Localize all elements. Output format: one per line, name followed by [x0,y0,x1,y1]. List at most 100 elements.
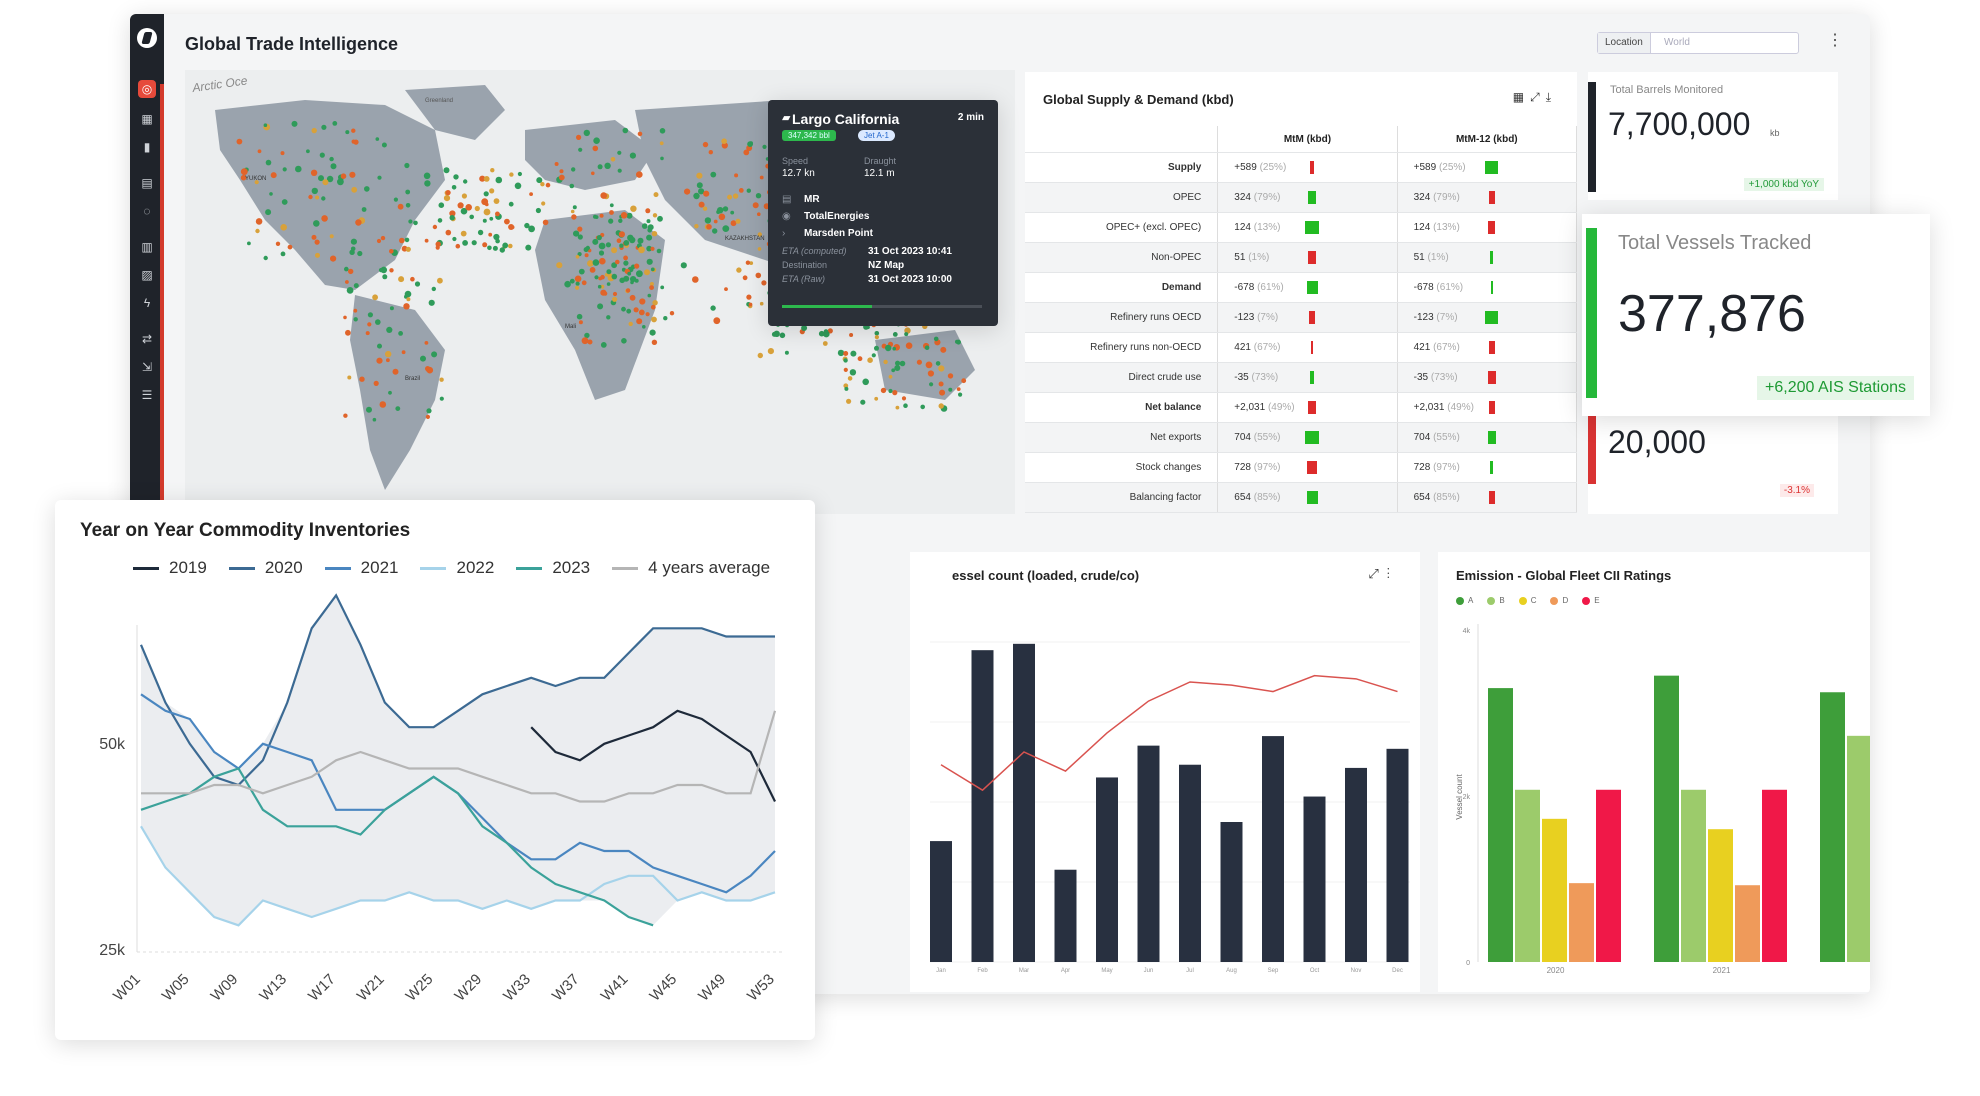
column-mtm[interactable]: MtM (kbd) [1217,126,1398,153]
table-row[interactable]: Net balance +2,031 (49%) +2,031 (49%) [1025,392,1578,423]
mtm12-cell: 324 (79%) [1397,182,1578,213]
download-icon[interactable]: ⤓ [1545,90,1557,104]
table-row[interactable]: Direct crude use -35 (73%) -35 (73%) [1025,362,1578,393]
row-label: Demand [1025,272,1219,303]
location-selector[interactable]: Location World [1597,32,1799,54]
vessel-marker [393,197,398,202]
analytics-icon[interactable]: ▨ [141,268,153,282]
vessel-marker [414,281,421,287]
total-barrels-value: 7,700,000 [1608,106,1751,142]
vessel-marker [345,329,351,336]
x-tick-label: W45 [646,971,680,1005]
yoy-title: Year on Year Commodity Inventories [80,520,411,541]
legend-item-2019[interactable]: 2019 [133,558,207,578]
legend-swatch [516,567,543,571]
table-row[interactable]: Refinery runs non-OECD 421 (67%) 421 (67%) [1025,332,1578,363]
table-row[interactable]: Demand -678 (61%) -678 (61%) [1025,272,1578,303]
legend-item-2021[interactable]: 2021 [324,558,398,578]
vessel-marker [850,350,857,357]
more-options-icon[interactable]: ⋮ [1386,566,1398,581]
document-icon[interactable]: ▤ [141,176,153,190]
table-row[interactable]: OPEC+ (excl. OPEC) 124 (13%) 124 (13%) [1025,212,1578,243]
cell-percent: (25%) [1438,162,1466,173]
vessel-marker [504,218,510,225]
grid-icon[interactable]: ▦ [1512,90,1531,104]
table-row[interactable]: Supply +589 (25%) +589 (25%) [1025,152,1578,183]
logo-icon[interactable] [137,28,157,48]
export-icon[interactable]: ⇲ [141,360,153,374]
vessel-marker [939,389,946,396]
legend-item-2022[interactable]: 2022 [420,558,494,578]
bar-chart-icon[interactable]: ▥ [141,240,153,254]
legend-item-2023[interactable]: 2023 [516,558,590,578]
cell-indicator [1487,371,1496,384]
legend-label: 2019 [169,558,207,577]
legend-item-a[interactable]: A [1456,596,1473,605]
cell-indicator [1306,491,1318,504]
vessel-marker [929,382,934,387]
legend-item-d[interactable]: D [1550,596,1568,605]
cell-number: 421 [1413,342,1431,353]
filter-icon[interactable]: ⇄ [141,332,153,346]
table-row[interactable]: Net exports 704 (55%) 704 (55%) [1025,422,1578,453]
legend-item-b[interactable]: B [1487,596,1505,605]
column-mtm12[interactable]: MtM-12 (kbd) [1397,126,1578,153]
more-options-icon[interactable]: ⋮ [1827,32,1843,49]
expand-icon[interactable]: ⤢ [1368,566,1387,581]
legend-item-e[interactable]: E [1582,596,1600,605]
vessel-marker [641,223,648,229]
mtm-cell: 124 (13%) [1217,212,1398,243]
table-header: MtM (kbd) MtM-12 (kbd) [1025,126,1578,153]
x-tick-label: Nov [1351,968,1362,974]
total-barrels-card: Total Barrels Monitored 7,700,000 kb +1,… [1588,72,1838,200]
vessel-marker [389,249,394,254]
vessel-marker [730,210,735,215]
vessel-marker [420,355,426,362]
globe-icon[interactable]: ◎ [138,80,156,98]
x-tick-label: 2021 [1713,966,1731,975]
vessel-marker [332,121,338,126]
legend-item-c[interactable]: C [1518,596,1536,605]
dashboard-icon[interactable]: ▦ [141,112,153,126]
legend-item-4-years-average[interactable]: 4 years average [612,558,770,578]
vessel-marker [306,149,310,154]
table-row[interactable]: Refinery runs OECD -123 (7%) -123 (7%) [1025,302,1578,333]
table-row[interactable]: Non-OPEC 51 (1%) 51 (1%) [1025,242,1578,273]
vessel-marker [525,244,532,251]
row-label: Net exports [1025,422,1219,453]
lightning-icon[interactable]: ϟ [143,296,151,310]
table-row[interactable]: Stock changes 728 (97%) 728 (97%) [1025,452,1578,483]
vessel-marker [617,168,622,173]
cell-percent: (1%) [1427,252,1449,263]
table-row[interactable]: OPEC 324 (79%) 324 (79%) [1025,182,1578,213]
vessel-marker [351,139,356,144]
vessel-marker [583,129,590,137]
vessel-marker [596,235,602,241]
vessel-marker [611,273,618,280]
vessel-bar [1303,796,1326,962]
draught-label: Draught [864,156,897,166]
expand-icon[interactable]: ⤢ [1530,90,1546,104]
list-icon[interactable]: ☰ [141,388,153,402]
row-label: Non-OPEC [1025,242,1219,273]
vessel-marker [449,210,456,217]
leaf-icon[interactable]: ◌ [143,204,151,218]
vessel-marker [373,380,379,386]
cell-value: 51 (1%) [1414,252,1449,263]
vessel-marker [638,309,645,316]
bookmark-icon[interactable]: ▮ [143,140,151,154]
vessel-marker [880,387,887,394]
vessel-marker [623,255,628,261]
vessel-marker [495,211,500,217]
vessel-marker [958,392,963,397]
legend-item-2020[interactable]: 2020 [228,558,303,578]
series-line-2019 [530,709,776,802]
vessel-marker [961,378,967,384]
vessel-marker [589,267,596,273]
vessel-marker [606,315,611,320]
vessel-marker [479,175,486,182]
x-tick-label: Sep [1268,968,1279,974]
vessel-marker [606,269,612,275]
table-row[interactable]: Balancing factor 654 (85%) 654 (85%) [1025,482,1578,513]
vessel-marker [636,270,643,278]
